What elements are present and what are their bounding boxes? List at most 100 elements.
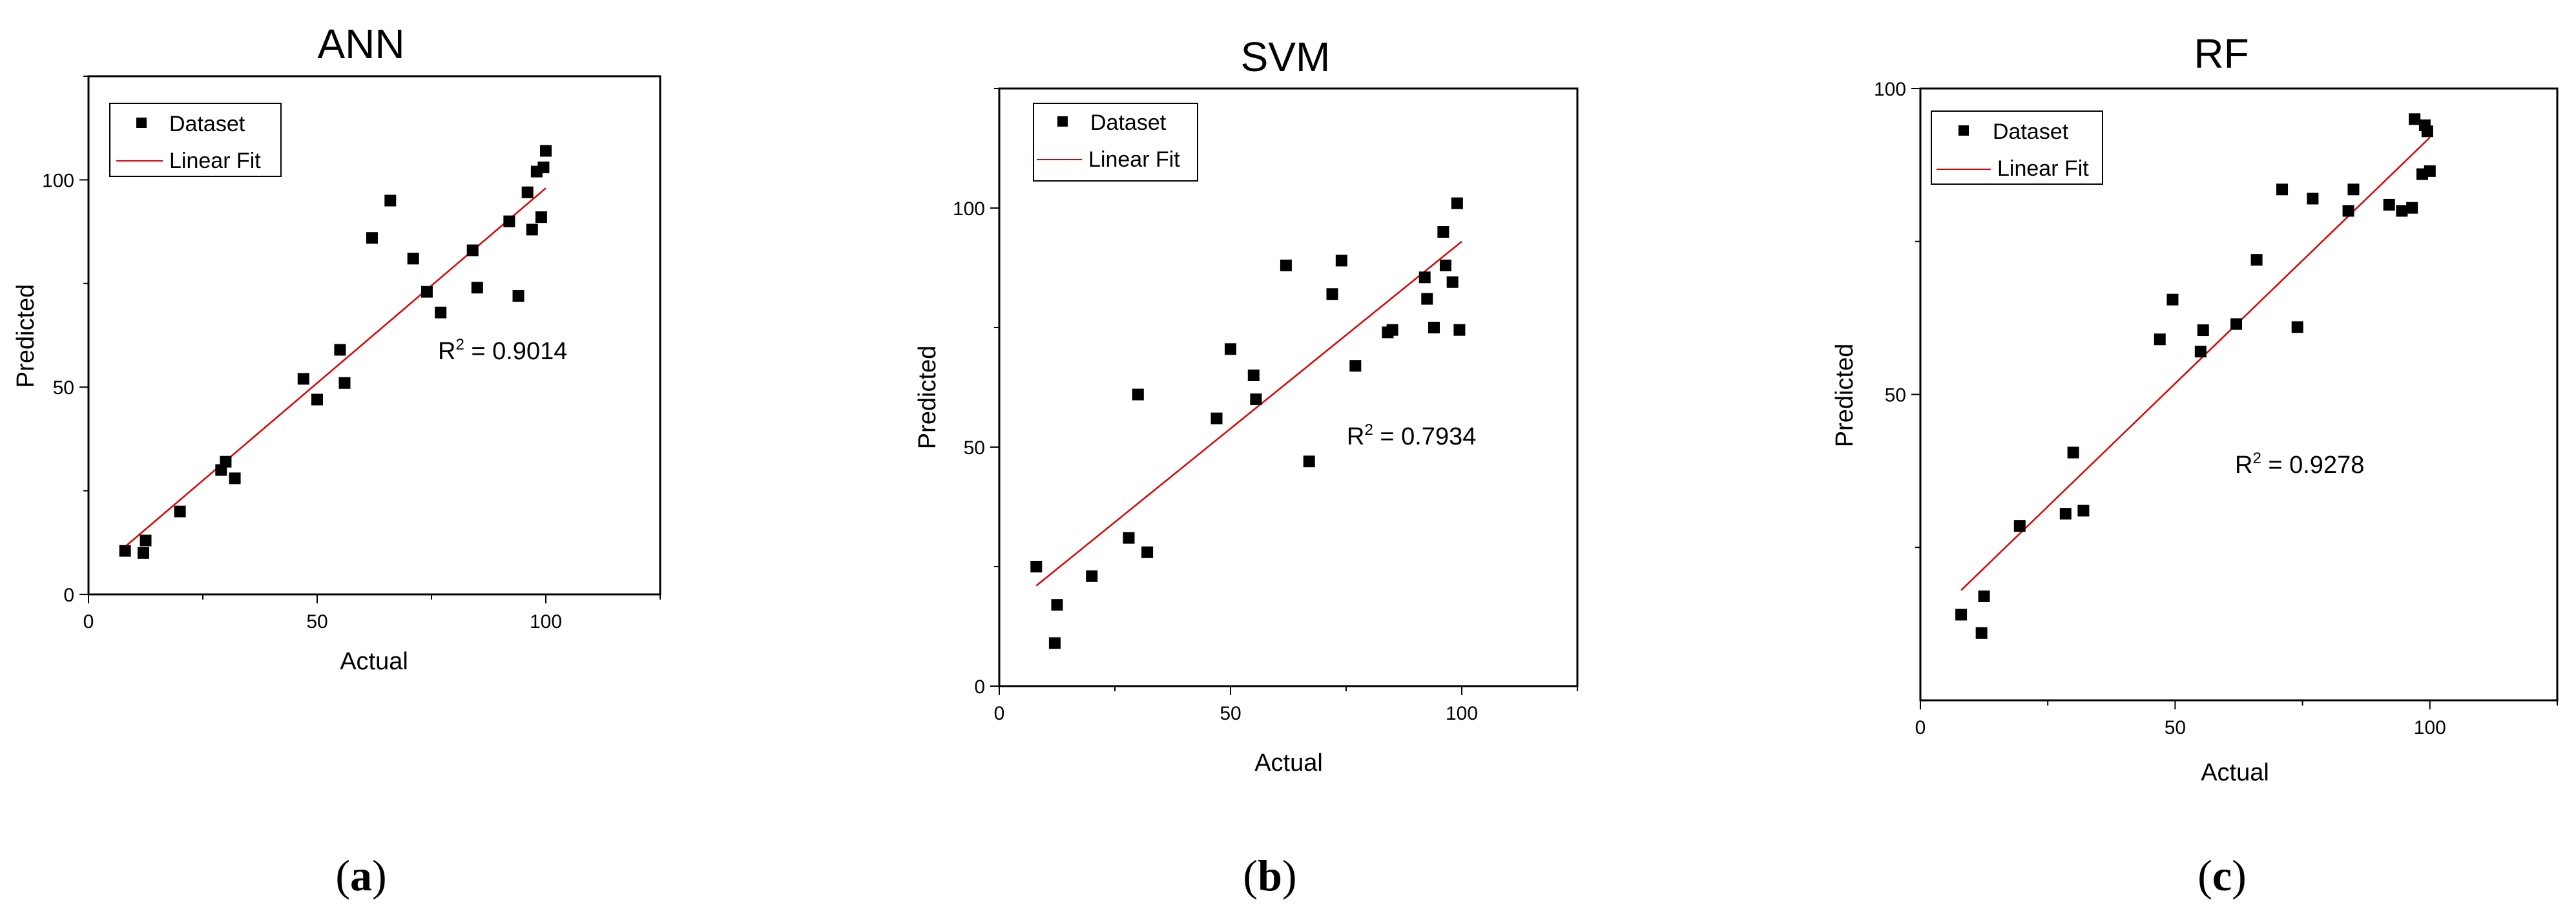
linear-fit-line (1035, 240, 1462, 587)
data-point (1453, 324, 1466, 336)
legend-label-dataset: Dataset (1090, 110, 1167, 135)
data-point (1446, 276, 1459, 288)
panel-caption: (a) (335, 851, 386, 900)
data-point (521, 186, 534, 198)
y-axis-label: Predicted (1831, 344, 1858, 448)
y-tick-label: 50 (1885, 385, 1906, 406)
r2-value: = 0.9278 (2261, 452, 2365, 479)
caption-open: ( (2197, 851, 2212, 900)
r2-annotation: R2 = 0.9014 (438, 336, 567, 365)
data-point (2194, 346, 2207, 358)
fit-layer (1035, 240, 1462, 587)
caption-letter: b (1258, 851, 1282, 900)
x-tick-label: 50 (306, 611, 327, 632)
data-point (174, 505, 186, 518)
caption-letter: a (350, 851, 372, 900)
legend-marker-dataset (136, 118, 147, 128)
x-tick-label: 0 (1915, 717, 1926, 738)
data-point (2013, 520, 2026, 532)
data-point (1280, 259, 1292, 271)
data-point (2067, 446, 2079, 459)
y-tick-label: 100 (953, 198, 985, 220)
data-point (466, 244, 479, 256)
data-point (137, 547, 149, 559)
data-point (2197, 324, 2209, 337)
data-point (384, 194, 397, 207)
data-point (297, 373, 309, 385)
data-point (338, 377, 351, 389)
x-tick-label: 0 (994, 703, 1005, 724)
data-point (2059, 508, 2072, 520)
data-point (2409, 113, 2421, 125)
data-point (1247, 370, 1260, 381)
data-point (407, 253, 419, 265)
panel-caption: (c) (2197, 851, 2247, 900)
r2-prefix: R (2235, 452, 2252, 479)
r2-prefix: R (438, 338, 455, 365)
x-axis-label: Actual (1254, 749, 1323, 777)
points-layer (1955, 113, 2436, 639)
r2-prefix: R (1347, 423, 1364, 450)
data-point (140, 534, 152, 547)
data-point (2383, 198, 2395, 211)
chart-title: RF (2194, 30, 2249, 77)
data-point (421, 286, 433, 298)
linear-fit-line (124, 187, 546, 548)
linear-fit-line (1960, 136, 2431, 591)
x-tick-label: 100 (530, 611, 562, 632)
y-tick-label: 0 (974, 676, 985, 698)
data-point (1421, 293, 1433, 305)
data-point (2424, 165, 2436, 177)
points-layer (119, 145, 552, 559)
data-point (2307, 193, 2319, 205)
data-point (2077, 505, 2090, 517)
legend-label-fit: Linear Fit (169, 149, 261, 173)
r2-superscript: 2 (455, 336, 464, 353)
panel-svm: SVM 0 50 100 0 50 100 Dataset Linear Fit R2 =… (914, 34, 1579, 900)
data-point (1048, 637, 1061, 649)
data-point (220, 455, 232, 468)
axis-ticks: 0 50 100 0 50 100 (42, 76, 661, 632)
data-point (2166, 293, 2179, 306)
legend-box (109, 103, 282, 177)
caption-open: ( (1243, 851, 1258, 900)
legend-marker-dataset (1057, 116, 1068, 127)
data-point (1326, 288, 1338, 300)
data-point (1978, 591, 1990, 603)
data-point (1955, 609, 1968, 621)
legend-label-fit: Linear Fit (1997, 156, 2089, 181)
caption-letter: c (2212, 851, 2232, 900)
data-point (1210, 412, 1223, 424)
data-point (2154, 333, 2166, 346)
data-point (1439, 259, 1451, 271)
axis-ticks: 0 50 100 0 50 100 (953, 88, 1578, 724)
r2-annotation: R2 = 0.9278 (2235, 450, 2364, 479)
panel-caption: (b) (1243, 851, 1296, 900)
data-point (1303, 455, 1315, 468)
data-point (1386, 324, 1398, 336)
y-tick-label: 100 (42, 170, 74, 191)
data-point (2291, 321, 2303, 333)
y-tick-label: 0 (63, 585, 74, 606)
data-point (2342, 205, 2354, 217)
r2-superscript: 2 (2252, 450, 2261, 467)
data-point (2347, 183, 2360, 196)
data-point (1451, 197, 1463, 209)
x-axis-label: Actual (2201, 759, 2269, 786)
data-point (119, 545, 131, 557)
y-tick-label: 50 (964, 437, 985, 459)
data-point (1349, 360, 1362, 372)
y-axis-label: Predicted (914, 346, 941, 450)
data-point (2250, 254, 2263, 266)
data-point (537, 162, 550, 174)
legend-box (1931, 110, 2103, 185)
data-point (1250, 393, 1262, 405)
r2-value: = 0.9014 (464, 338, 568, 365)
data-point (334, 344, 346, 356)
x-tick-label: 50 (1220, 703, 1241, 724)
x-tick-label: 0 (83, 611, 94, 632)
y-tick-label: 50 (53, 377, 74, 399)
r2-annotation: R2 = 0.7934 (1347, 421, 1476, 450)
panel-ann: ANN 0 50 100 0 50 100 Dataset Linear Fit R2 =… (12, 21, 661, 900)
data-point (1141, 546, 1154, 558)
